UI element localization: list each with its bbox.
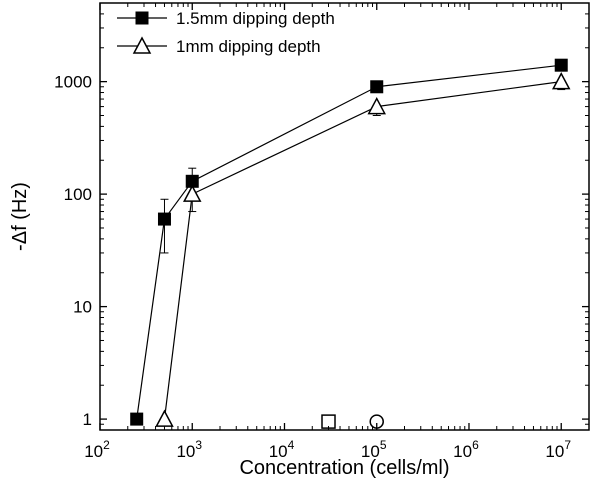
x-tick-label: 106	[453, 438, 479, 461]
x-tick-exponent: 3	[195, 438, 202, 452]
y-tick-label: 100	[64, 185, 92, 204]
x-tick-exponent: 5	[380, 438, 387, 452]
series-line-0	[136, 64, 562, 420]
open-triangle-marker	[132, 36, 152, 54]
x-tick-exponent: 4	[288, 438, 295, 452]
filled-square-marker	[554, 58, 568, 72]
y-tick-labels: 1 10 100 1000	[54, 73, 92, 429]
y-tick-label: 10	[73, 298, 92, 317]
filled-square-marker	[157, 212, 171, 226]
y-axis-title: -Δf (Hz)	[9, 182, 31, 251]
error-bars	[160, 81, 566, 254]
x-tick-exponent: 6	[472, 438, 479, 452]
series-markers	[130, 58, 571, 429]
open-triangle-marker	[551, 72, 571, 90]
open-triangle-marker	[155, 409, 174, 427]
open-triangle-marker	[182, 184, 202, 202]
filled-square-marker	[130, 412, 144, 426]
x-tick-label: 107	[545, 438, 571, 461]
y-tick-label: 1	[83, 410, 92, 429]
legend-label: 1mm dipping depth	[176, 37, 321, 56]
y-tick-label: 1000	[54, 73, 92, 92]
filled-square-marker	[370, 80, 384, 94]
x-tick-exponent: 7	[564, 438, 571, 452]
filled-square-marker	[135, 11, 149, 25]
x-tick-exponent: 2	[103, 438, 110, 452]
series-line-1	[163, 81, 562, 420]
x-tick-label: 103	[176, 438, 202, 461]
open-triangle-marker	[367, 96, 386, 115]
legend-label: 1.5mm dipping depth	[176, 9, 335, 28]
plot-frame	[99, 2, 590, 431]
axis-ticks	[99, 3, 589, 430]
filled-square-marker	[185, 174, 199, 188]
x-tick-label: 102	[84, 438, 110, 461]
x-tick-labels: 102 103 104 105 106 107	[84, 438, 571, 461]
x-axis-title: Concentration (cells/ml)	[239, 457, 449, 479]
legend: 1.5mm dipping depth 1mm dipping depth	[117, 9, 335, 56]
series-lines	[136, 64, 562, 420]
